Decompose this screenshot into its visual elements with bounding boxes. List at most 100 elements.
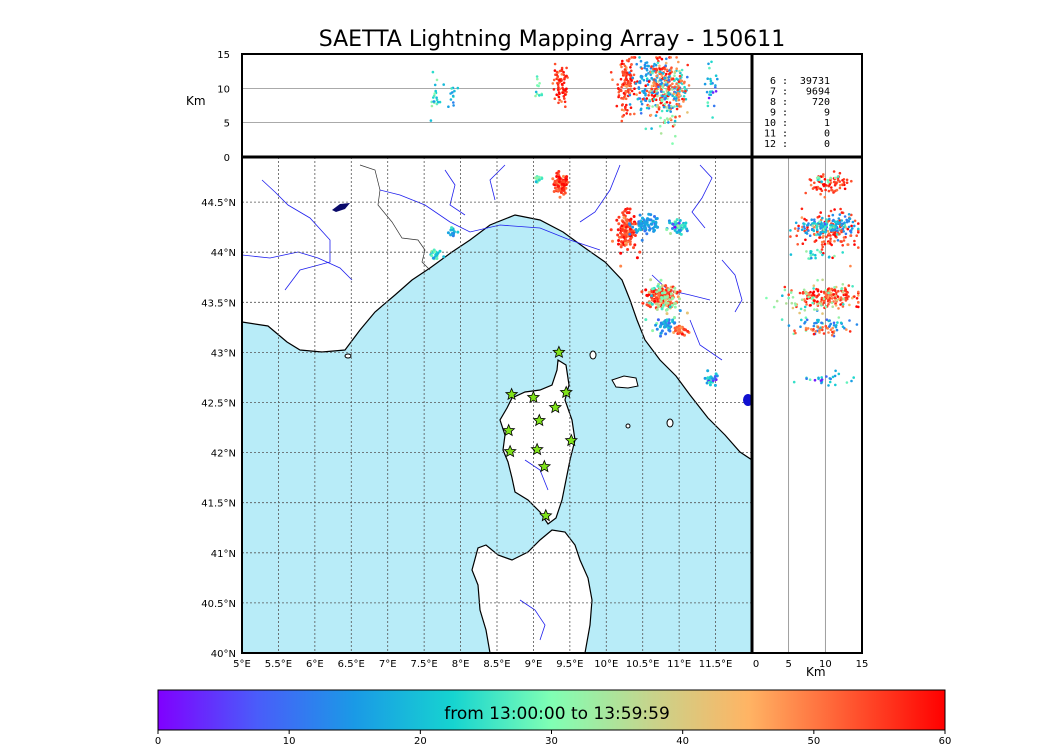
lightning-point xyxy=(675,230,679,234)
lightning-altitude-point xyxy=(673,123,676,127)
lightning-side-point xyxy=(829,226,833,229)
lightning-side-point xyxy=(822,332,826,335)
lightning-side-point xyxy=(783,285,787,289)
lightning-side-point xyxy=(837,217,841,220)
lightning-point xyxy=(669,325,673,329)
lightning-side-point xyxy=(833,254,836,258)
lightning-side-point xyxy=(855,297,859,300)
lightning-side-point xyxy=(818,250,822,254)
lightning-altitude-point xyxy=(648,98,651,102)
lightning-side-point xyxy=(802,225,806,228)
lightning-point xyxy=(708,383,712,387)
lightning-side-point xyxy=(830,287,834,291)
lightning-altitude-point xyxy=(673,70,677,73)
lightning-side-point xyxy=(824,293,828,296)
lightning-point xyxy=(631,225,635,229)
lightning-altitude-point xyxy=(707,62,710,66)
lightning-altitude-point xyxy=(662,90,665,94)
station-star-icon xyxy=(552,345,566,359)
lightning-side-point xyxy=(847,284,851,287)
river xyxy=(444,169,466,216)
lightning-altitude-point xyxy=(630,89,634,93)
lightning-point xyxy=(709,375,713,379)
lightning-side-point xyxy=(851,285,854,288)
lightning-altitude-point xyxy=(565,66,568,70)
lightning-point xyxy=(617,242,620,246)
lightning-side-point xyxy=(850,213,853,217)
lightning-side-point xyxy=(813,181,816,185)
lightning-point xyxy=(705,381,709,385)
lightning-point xyxy=(666,291,670,295)
lightning-side-point xyxy=(814,253,817,257)
lightning-point xyxy=(709,380,713,384)
lightning-altitude-point xyxy=(435,96,438,99)
lightning-altitude-point xyxy=(651,71,654,75)
lightning-side-point xyxy=(828,183,832,186)
lightning-altitude-point xyxy=(665,92,668,96)
lightning-side-point xyxy=(815,308,819,311)
lightning-altitude-point xyxy=(658,67,662,71)
lightning-side-point xyxy=(845,178,849,182)
lightning-altitude-point xyxy=(655,74,658,78)
lightning-altitude-point xyxy=(660,90,663,93)
lightning-side-point xyxy=(841,290,845,294)
lightning-altitude-point xyxy=(631,76,634,80)
lightning-altitude-point xyxy=(677,103,680,106)
lightning-altitude-point xyxy=(656,94,659,98)
lightning-side-point xyxy=(800,216,804,219)
lightning-point xyxy=(660,296,664,299)
lightning-side-point xyxy=(809,254,813,257)
lightning-altitude-point xyxy=(561,86,564,90)
lightning-altitude-point xyxy=(650,127,653,130)
lightning-side-point xyxy=(820,248,824,251)
lightning-point xyxy=(650,290,654,294)
lightning-side-point xyxy=(810,294,814,297)
lightning-point xyxy=(648,305,652,309)
lightning-altitude-point xyxy=(673,74,676,77)
lightning-side-point xyxy=(831,326,834,330)
station-count-separator: : xyxy=(782,129,788,140)
lightning-point xyxy=(659,331,663,335)
station-count-label: 8 xyxy=(770,97,776,108)
lightning-altitude-point xyxy=(534,94,537,98)
lightning-side-point xyxy=(816,318,819,322)
lightning-side-point xyxy=(820,376,823,379)
lightning-point xyxy=(562,192,566,196)
sardinia-island xyxy=(471,529,593,653)
lightning-point xyxy=(628,218,632,222)
lon-tick-label: 10°E xyxy=(594,659,618,670)
lightning-altitude-point xyxy=(628,93,632,97)
altitude-latitude-panel: 0 5 10 15 Km xyxy=(752,157,868,679)
lightning-altitude-point xyxy=(654,78,657,82)
lightning-side-point xyxy=(789,291,793,294)
lightning-side-point xyxy=(830,297,834,300)
lightning-side-point xyxy=(825,235,828,239)
lightning-side-point xyxy=(823,226,827,229)
lightning-altitude-point xyxy=(684,89,687,93)
lightning-side-point xyxy=(803,227,806,230)
lightning-altitude-point xyxy=(711,116,714,119)
lightning-altitude-point xyxy=(452,101,455,104)
lightning-side-point xyxy=(853,224,856,228)
lightning-side-point xyxy=(826,178,830,182)
side-tick-label: 10 xyxy=(819,659,832,670)
lightning-point xyxy=(618,235,621,239)
lightning-altitude-point xyxy=(553,69,557,72)
lightning-side-point xyxy=(812,332,816,336)
lightning-side-point xyxy=(838,186,842,190)
lightning-side-point xyxy=(842,181,846,184)
lightning-altitude-point xyxy=(560,73,564,76)
altitude-tick-label: 10 xyxy=(217,84,230,95)
lightning-altitude-point xyxy=(552,88,556,91)
lightning-point xyxy=(670,303,674,307)
lightning-altitude-point xyxy=(635,93,638,96)
lightning-altitude-point xyxy=(538,94,541,97)
station-count-value: 9 xyxy=(824,108,830,119)
river xyxy=(721,259,743,313)
lightning-altitude-point xyxy=(556,88,560,91)
lightning-side-point xyxy=(812,221,815,225)
lightning-side-point xyxy=(810,256,813,260)
lightning-altitude-point xyxy=(644,127,648,131)
lightning-altitude-point xyxy=(562,81,566,85)
lightning-side-point xyxy=(809,183,813,187)
